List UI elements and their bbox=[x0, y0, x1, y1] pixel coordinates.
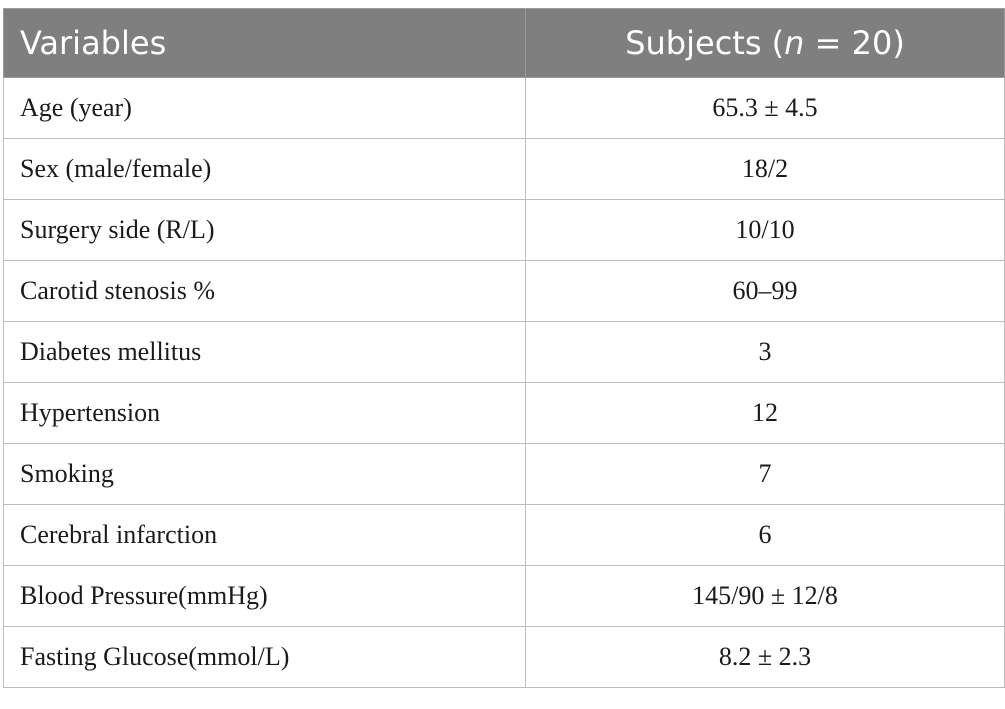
row-value: 7 bbox=[525, 443, 1005, 505]
table-row: Smoking 7 bbox=[3, 443, 1005, 505]
header-subjects-prefix: Subjects ( bbox=[625, 24, 785, 62]
row-value: 8.2 ± 2.3 bbox=[525, 626, 1005, 688]
table-row: Diabetes mellitus 3 bbox=[3, 321, 1005, 383]
row-variable: Smoking bbox=[3, 443, 526, 505]
row-variable: Fasting Glucose(mmol/L) bbox=[3, 626, 526, 688]
baseline-characteristics-table: Variables Subjects (n = 20) Age (year) 6… bbox=[3, 8, 1005, 688]
row-value: 3 bbox=[525, 321, 1005, 383]
table-row: Blood Pressure(mmHg) 145/90 ± 12/8 bbox=[3, 565, 1005, 627]
table-row: Surgery side (R/L) 10/10 bbox=[3, 199, 1005, 261]
row-value: 65.3 ± 4.5 bbox=[525, 77, 1005, 139]
row-variable: Age (year) bbox=[3, 77, 526, 139]
row-variable: Cerebral infarction bbox=[3, 504, 526, 566]
table-row: Fasting Glucose(mmol/L) 8.2 ± 2.3 bbox=[3, 626, 1005, 688]
header-row: Variables Subjects (n = 20) bbox=[3, 8, 1005, 78]
row-variable: Hypertension bbox=[3, 382, 526, 444]
row-variable: Carotid stenosis % bbox=[3, 260, 526, 322]
header-subjects-n: n bbox=[784, 24, 805, 62]
table-row: Carotid stenosis % 60–99 bbox=[3, 260, 1005, 322]
row-value: 60–99 bbox=[525, 260, 1005, 322]
row-value: 18/2 bbox=[525, 138, 1005, 200]
row-value: 145/90 ± 12/8 bbox=[525, 565, 1005, 627]
table-row: Sex (male/female) 18/2 bbox=[3, 138, 1005, 200]
row-value: 12 bbox=[525, 382, 1005, 444]
row-variable: Blood Pressure(mmHg) bbox=[3, 565, 526, 627]
header-variables: Variables bbox=[3, 8, 526, 78]
row-variable: Sex (male/female) bbox=[3, 138, 526, 200]
table-row: Hypertension 12 bbox=[3, 382, 1005, 444]
row-variable: Diabetes mellitus bbox=[3, 321, 526, 383]
header-subjects-suffix: = 20) bbox=[804, 24, 905, 62]
row-variable: Surgery side (R/L) bbox=[3, 199, 526, 261]
table-row: Cerebral infarction 6 bbox=[3, 504, 1005, 566]
table-row: Age (year) 65.3 ± 4.5 bbox=[3, 77, 1005, 139]
baseline-characteristics-table-container: Variables Subjects (n = 20) Age (year) 6… bbox=[3, 8, 1005, 688]
header-subjects: Subjects (n = 20) bbox=[525, 8, 1005, 78]
table-body: Age (year) 65.3 ± 4.5 Sex (male/female) … bbox=[3, 77, 1005, 688]
row-value: 10/10 bbox=[525, 199, 1005, 261]
table-header: Variables Subjects (n = 20) bbox=[3, 8, 1005, 78]
row-value: 6 bbox=[525, 504, 1005, 566]
